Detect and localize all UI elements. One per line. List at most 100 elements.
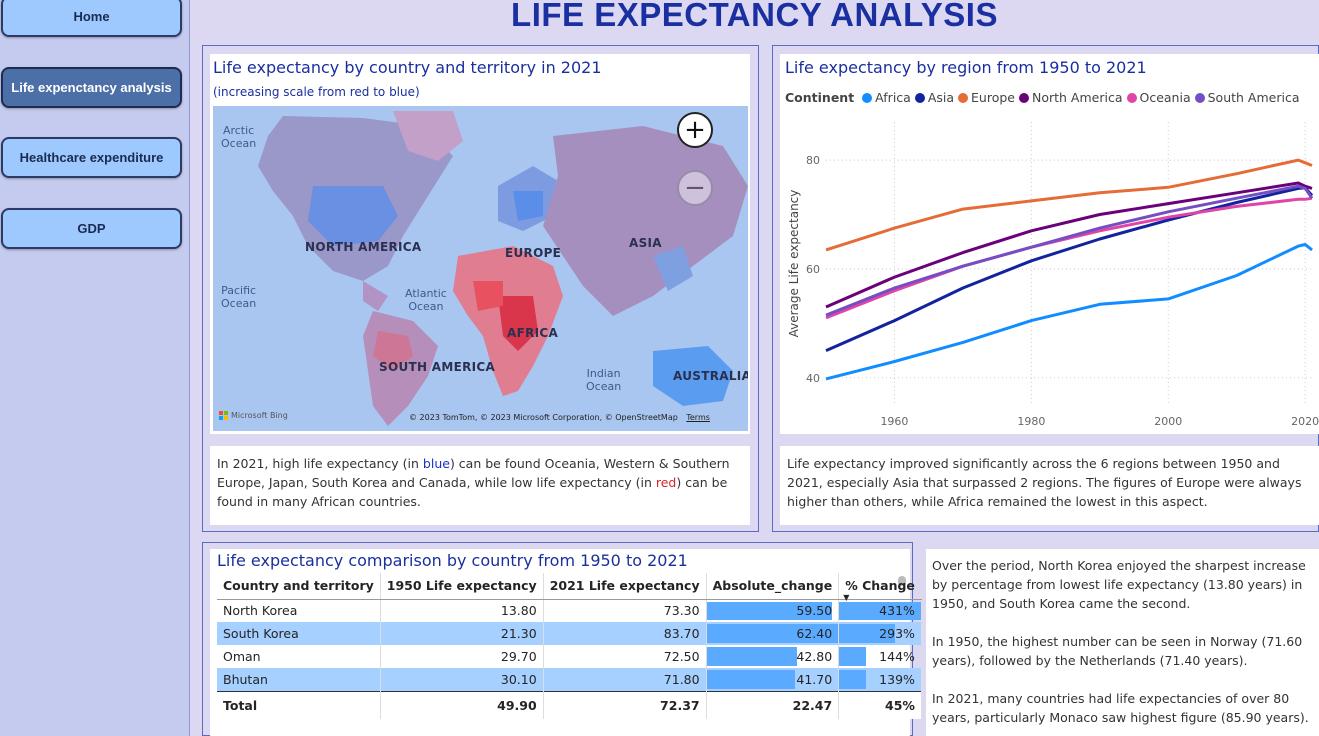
x-tick-label: 2000: [1154, 415, 1182, 428]
legend-item[interactable]: Oceania: [1126, 90, 1191, 105]
total-pct: 45%: [838, 690, 922, 719]
cell-pct-change: 293%: [838, 622, 922, 645]
y-tick-label: 40: [806, 372, 820, 385]
zoom-out-button[interactable]: −: [677, 170, 713, 206]
minus-icon: −: [684, 173, 706, 203]
windows-icon: [219, 411, 228, 420]
cell-1950: 13.80: [380, 599, 544, 622]
series-line-south-america: [825, 184, 1314, 317]
table-row[interactable]: Oman 29.70 72.50 42.80 144%: [217, 645, 922, 668]
map-description-card: [210, 446, 750, 525]
map-attribution: © 2023 TomTom, © 2023 Microsoft Corporat…: [409, 413, 710, 422]
line-chart[interactable]: 1960 1980 2000 2020 40 60 80 Average Life expec…: [780, 110, 1319, 434]
pct-data-bar: [839, 624, 895, 643]
header-country[interactable]: Country and territory: [217, 573, 381, 600]
cell-country: South Korea: [217, 622, 381, 645]
total-abs: 22.47: [706, 690, 840, 719]
sort-descending-icon: ▼: [843, 593, 850, 602]
series-line-north-america: [825, 181, 1313, 309]
x-tick-label: 1980: [1017, 415, 1045, 428]
cell-pct-change: 144%: [838, 645, 922, 668]
header-1950[interactable]: 1950 Life expectancy: [380, 573, 544, 600]
asia-label: ASIA: [629, 236, 662, 250]
healthcare-expenditure-button[interactable]: Healthcare expenditure: [1, 137, 182, 178]
series-line-africa: [825, 243, 1313, 381]
legend-item[interactable]: Africa: [862, 90, 911, 105]
cell-2021: 83.70: [543, 622, 707, 645]
indian-ocean-label: Indian Ocean: [586, 367, 622, 393]
cell-2021: 73.30: [543, 599, 707, 622]
line-chart-legend: Continent Africa Asia Europe North America O…: [785, 90, 1304, 105]
zoom-in-button[interactable]: +: [677, 112, 713, 148]
table-total-row: Total 49.90 72.37 22.47 45%: [217, 690, 922, 719]
cell-pct-change: 431%: [838, 599, 922, 622]
abs-data-bar: [706, 624, 839, 643]
table-title: Life expectancy comparison by country fr…: [217, 551, 688, 570]
x-tick-label: 1960: [880, 415, 908, 428]
legend-dot-icon: [914, 92, 925, 103]
header-2021[interactable]: 2021 Life expectancy: [543, 573, 707, 600]
terms-link[interactable]: Terms: [686, 413, 710, 422]
sidebar: Home Life expenctancy analysis Healthcar…: [0, 0, 190, 736]
y-axis-label: Average Life expectancy: [787, 190, 801, 338]
bing-logo: Microsoft Bing: [219, 411, 288, 420]
table-row[interactable]: Bhutan 30.10 71.80 41.70 139%: [217, 668, 922, 691]
x-tick-label: 2020: [1291, 415, 1319, 428]
legend-title: Continent: [785, 90, 855, 105]
atlantic-ocean-label: Atlantic Ocean: [405, 287, 447, 313]
page-title: LIFE EXPECTANCY ANALYSIS: [511, 0, 998, 33]
cell-country: North Korea: [217, 599, 381, 622]
cell-absolute-change: 62.40: [706, 622, 840, 645]
arctic-ocean-label: Arctic Ocean: [221, 124, 257, 150]
total-1950: 49.90: [380, 690, 544, 719]
home-button[interactable]: Home: [1, 0, 182, 37]
map-description: In 2021, high life expectancy (in blue) …: [217, 456, 730, 509]
legend-dot-icon: [1194, 92, 1205, 103]
world-map-svg: [213, 106, 748, 431]
gdp-button[interactable]: GDP: [1, 208, 182, 249]
abs-data-bar: [706, 601, 833, 620]
table-description: Over the period, North Korea enjoyed the…: [932, 556, 1314, 727]
legend-dot-icon: [1019, 92, 1029, 103]
map-card-title: Life expectancy by country and territory…: [213, 58, 602, 77]
header-absolute-change[interactable]: Absolute_change: [706, 573, 840, 600]
total-2021: 72.37: [543, 690, 707, 719]
legend-item[interactable]: South America: [1194, 90, 1300, 105]
cell-2021: 72.50: [543, 645, 707, 668]
life-expectancy-analysis-button[interactable]: Life expenctancy analysis: [1, 67, 182, 108]
series-line-oceania: [825, 196, 1313, 320]
abs-data-bar: [706, 647, 797, 666]
legend-item[interactable]: Asia: [914, 90, 954, 105]
legend-dot-icon: [1126, 92, 1137, 103]
cell-country: Oman: [217, 645, 381, 668]
cell-1950: 21.30: [380, 622, 544, 645]
plus-icon: +: [684, 115, 706, 145]
pct-data-bar: [839, 670, 866, 689]
map-card-subtitle: (increasing scale from red to blue): [213, 85, 420, 99]
legend-item[interactable]: North America: [1019, 90, 1123, 105]
header-pct-change[interactable]: % Change ▼: [838, 573, 922, 602]
legend-dot-icon: [862, 92, 873, 103]
y-tick-label: 60: [806, 263, 820, 276]
australia-label: AUSTRALIA: [673, 369, 748, 383]
cell-absolute-change: 41.70: [706, 668, 840, 691]
cell-1950: 29.70: [380, 645, 544, 668]
line-chart-title: Life expectancy by region from 1950 to 2…: [785, 58, 1147, 77]
line-description: Life expectancy improved significantly a…: [787, 456, 1302, 509]
cell-absolute-change: 59.50: [706, 599, 840, 622]
cell-absolute-change: 42.80: [706, 645, 840, 668]
abs-data-bar: [706, 670, 795, 689]
europe-label: EUROPE: [505, 246, 562, 260]
table-desc-p1: Over the period, North Korea enjoyed the…: [932, 558, 1306, 611]
cell-1950: 30.10: [380, 668, 544, 691]
pct-data-bar: [839, 647, 867, 666]
total-label: Total: [217, 690, 381, 719]
cell-country: Bhutan: [217, 668, 381, 691]
table-row[interactable]: North Korea 13.80 73.30 59.50 431%: [217, 599, 922, 622]
africa-label: AFRICA: [507, 326, 559, 340]
north-america-label: NORTH AMERICA: [305, 240, 422, 254]
legend-item[interactable]: Europe: [958, 90, 1015, 105]
world-map[interactable]: Arctic Ocean Pacific Ocean Atlantic Ocea…: [213, 106, 748, 431]
south-america-label: SOUTH AMERICA: [379, 360, 496, 374]
table-row[interactable]: South Korea 21.30 83.70 62.40 293%: [217, 622, 922, 645]
